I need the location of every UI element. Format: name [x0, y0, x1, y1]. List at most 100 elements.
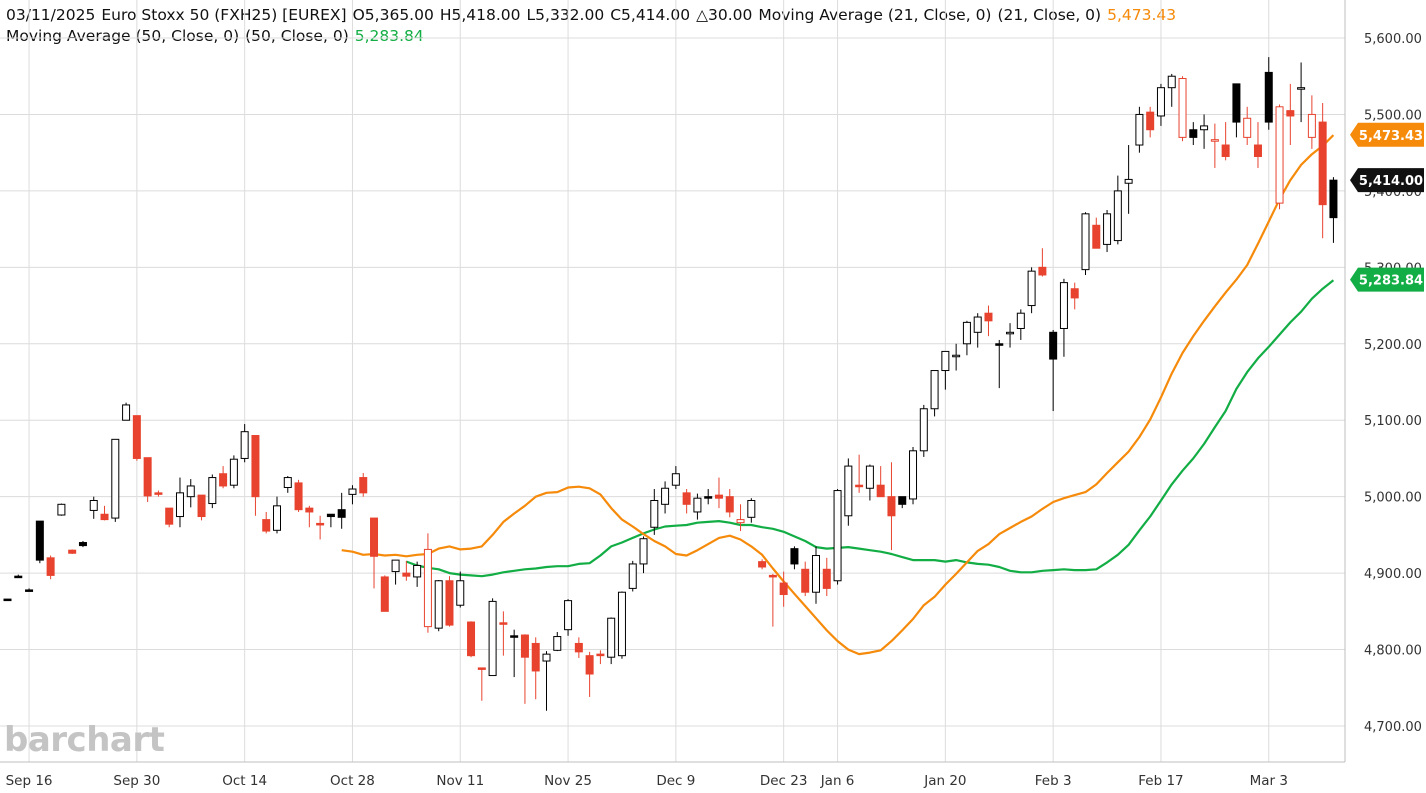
header-line-2: Moving Average (50, Close, 0) (50, Close,… — [6, 26, 424, 46]
x-tick-label: Sep 30 — [113, 773, 160, 789]
candle-body — [1297, 87, 1306, 90]
candle-body — [1059, 282, 1068, 329]
candle-body — [628, 563, 637, 589]
candle-body — [984, 312, 993, 322]
candle-body — [1092, 224, 1101, 249]
price-label-text: 5,414.00 — [1359, 174, 1423, 189]
y-tick-label: 4,900.00 — [1364, 567, 1422, 582]
candle-body — [585, 655, 594, 675]
candle-body — [423, 548, 432, 628]
y-tick-label: 4,700.00 — [1364, 720, 1422, 735]
x-tick-label: Oct 28 — [330, 773, 375, 789]
candle-body — [682, 492, 691, 505]
candle-body — [661, 487, 670, 505]
candle-body — [995, 343, 1004, 346]
candle-body — [1189, 129, 1198, 138]
candle-body — [909, 450, 918, 500]
candle-body — [68, 549, 77, 554]
candle-body — [747, 499, 756, 518]
candle-body — [639, 538, 648, 565]
x-tick-label: Feb 3 — [1035, 773, 1072, 789]
header-change: △30.00 — [696, 6, 753, 24]
y-tick-label: 4,800.00 — [1364, 644, 1422, 659]
candle-body — [607, 617, 616, 658]
candle-body — [962, 321, 971, 345]
candle-body — [445, 580, 454, 626]
candle-body — [876, 484, 885, 498]
y-tick-label: 5,200.00 — [1364, 338, 1422, 353]
candle-body — [186, 485, 195, 498]
candle-body — [1200, 125, 1209, 131]
header-open: O5,365.00 — [352, 6, 434, 24]
candle-body — [348, 488, 357, 495]
candle-body — [693, 497, 702, 513]
ma50-label: Moving Average (50, Close, 0) — [6, 27, 240, 45]
candle-body — [574, 642, 583, 653]
header-symbol: Euro Stoxx 50 (FXH25) [EUREX] — [101, 6, 347, 24]
candle-body — [165, 507, 174, 525]
candle-body — [779, 582, 788, 596]
candle-body — [143, 457, 152, 497]
candle-body — [488, 600, 497, 677]
header-low: L5,332.00 — [526, 6, 605, 24]
candle-body — [553, 636, 562, 651]
candle-body — [359, 477, 368, 494]
header-date: 03/11/2025 — [6, 6, 96, 24]
candle-body — [1275, 106, 1284, 204]
candle-body — [1049, 331, 1058, 360]
candle-body — [725, 496, 734, 513]
candle-body — [1081, 213, 1090, 271]
candle-body — [952, 354, 961, 358]
candle-body — [1253, 144, 1262, 157]
candle-body — [736, 519, 745, 524]
candle-body — [1156, 87, 1165, 117]
candle-body — [1232, 83, 1241, 123]
candle-body — [57, 503, 66, 516]
ma50-line — [406, 279, 1335, 578]
candle-body — [219, 473, 228, 487]
y-tick-label: 5,100.00 — [1364, 414, 1422, 429]
x-tick-label: Sep 16 — [6, 773, 53, 789]
candle-body — [89, 499, 98, 511]
candle-body — [380, 576, 389, 612]
price-label: 5,283.84 — [1350, 267, 1424, 292]
candle-body — [930, 370, 939, 410]
candle-body — [337, 509, 346, 518]
price-label-text: 5,473.43 — [1359, 129, 1423, 144]
candle-body — [973, 316, 982, 333]
candle-body — [1329, 179, 1338, 219]
candle-body — [1178, 78, 1187, 138]
y-tick-label: 5,600.00 — [1364, 32, 1422, 47]
candle-body — [402, 572, 411, 577]
candle-body — [35, 520, 44, 561]
candle-body — [564, 600, 573, 631]
candle-body — [855, 484, 864, 488]
candle-body — [822, 568, 831, 589]
candle-body — [790, 548, 799, 565]
candle-body — [434, 580, 443, 629]
candle-body — [1027, 270, 1036, 307]
x-tick-label: Nov 11 — [436, 773, 484, 789]
candle-body — [229, 458, 238, 486]
candle-body — [467, 621, 476, 657]
candle-body — [758, 561, 767, 568]
candle-body — [477, 667, 486, 670]
candle-body — [1286, 110, 1295, 117]
x-tick-label: Nov 25 — [544, 773, 592, 789]
price-label-box — [1350, 122, 1424, 147]
candle-body — [456, 580, 465, 606]
candle-body — [1135, 113, 1144, 146]
candle-body — [413, 564, 422, 578]
candle-body — [305, 507, 314, 513]
x-tick-label: Dec 9 — [656, 773, 695, 789]
candle-body — [391, 559, 400, 573]
candle-body — [283, 477, 292, 488]
y-tick-label: 5,500.00 — [1364, 108, 1422, 123]
candle-body — [1264, 71, 1273, 123]
candle-body — [596, 653, 605, 657]
candle-body — [887, 496, 896, 517]
ma21-params: (21, Close, 0) — [997, 6, 1102, 24]
price-label-box — [1350, 267, 1424, 292]
candle-body — [1038, 266, 1047, 276]
candle-body — [650, 499, 659, 528]
